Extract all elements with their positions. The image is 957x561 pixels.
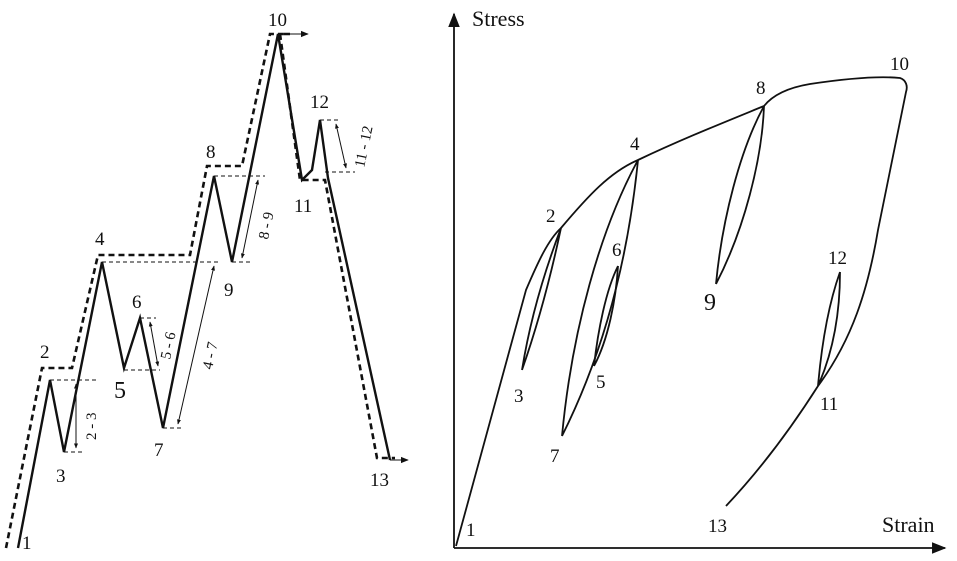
right-point-label-11: 11 (820, 394, 838, 415)
right-point-label-12: 12 (828, 248, 847, 269)
range-arrow-4-7 (177, 265, 215, 425)
left-point-label-7: 7 (154, 440, 164, 461)
right-point-label-3: 3 (514, 386, 524, 407)
right-point-label-9: 9 (704, 290, 716, 316)
range-label-2-3: 2 - 3 (84, 413, 100, 441)
load-path-solid (16, 33, 392, 549)
left-point-label-8: 8 (206, 142, 216, 163)
left-point-label-5: 5 (114, 378, 126, 404)
right-point-label-10: 10 (890, 54, 909, 75)
range-label-5-6: 5 - 6 (158, 330, 179, 361)
range-arrow-5-6 (148, 321, 160, 367)
right-point-label-1: 1 (466, 520, 476, 541)
left-point-label-10: 10 (268, 10, 287, 31)
range-arrow-11-12 (335, 123, 347, 169)
left-point-label-12: 12 (310, 92, 329, 113)
left-point-label-1: 1 (22, 533, 32, 554)
left-point-label-11: 11 (294, 196, 312, 217)
stress-strain-diagram: Stress Strain 1 2 3 4 5 6 7 8 9 10 11 12… (448, 6, 947, 554)
right-point-label-5: 5 (596, 372, 606, 393)
left-point-label-4: 4 (95, 229, 105, 250)
left-point-label-9: 9 (224, 280, 234, 301)
left-point-label-3: 3 (56, 466, 66, 487)
range-label-8-9: 8 - 9 (256, 211, 277, 241)
strain-axis-label: Strain (882, 512, 935, 537)
range-arrow-8-9 (240, 179, 260, 259)
left-point-label-13: 13 (370, 470, 389, 491)
right-point-label-4: 4 (630, 134, 640, 155)
loop-4-7 (561, 159, 639, 437)
loop-8-9 (715, 105, 765, 285)
right-point-label-13: 13 (708, 516, 727, 537)
loop-11-12 (817, 271, 841, 387)
stress-axis-label: Stress (472, 6, 525, 31)
right-point-label-2: 2 (546, 206, 556, 227)
right-point-label-7: 7 (550, 446, 560, 467)
load-envelope-dashed (4, 32, 395, 549)
envelope-curve (455, 76, 908, 547)
range-label-4-7: 4 - 7 (200, 340, 221, 371)
right-point-label-8: 8 (756, 78, 766, 99)
right-point-label-6: 6 (612, 240, 622, 261)
loop-2-3 (521, 227, 562, 371)
loop-5-6 (593, 265, 619, 367)
range-label-11-12: 11 - 12 (352, 124, 376, 168)
left-point-label-2: 2 (40, 342, 50, 363)
left-point-label-6: 6 (132, 292, 142, 313)
load-sequence-diagram: 2 - 3 5 - 6 4 - 7 8 - 9 11 - 12 1 2 3 4 … (4, 10, 409, 554)
